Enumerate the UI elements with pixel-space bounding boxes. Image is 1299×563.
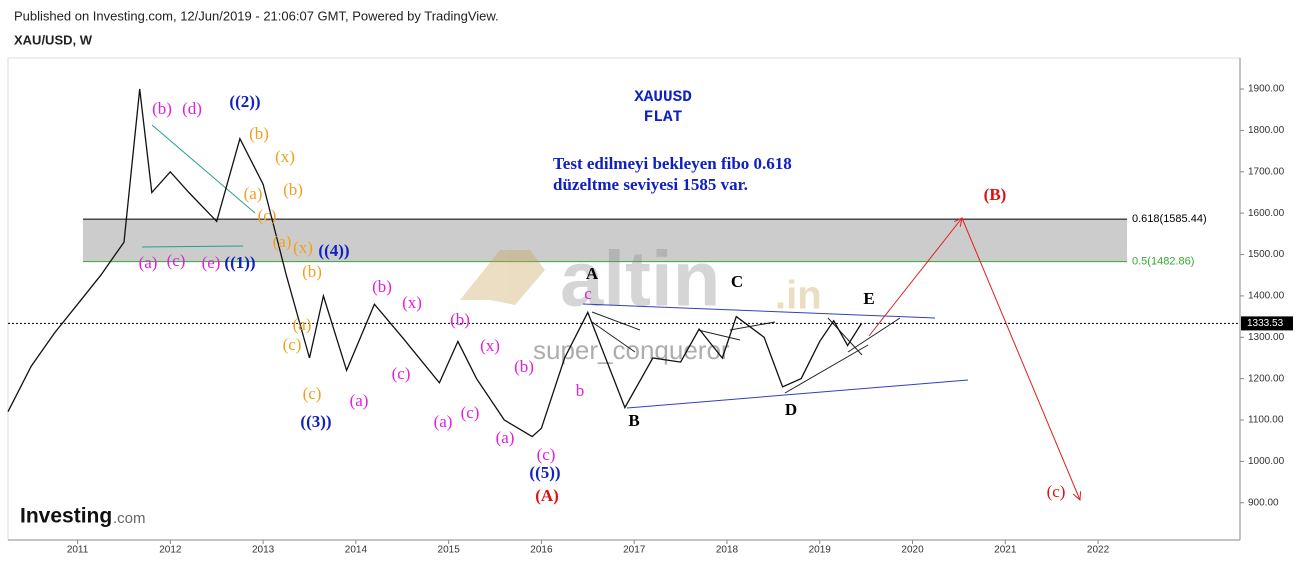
wave-label: ((5)) bbox=[529, 463, 560, 482]
trendline bbox=[697, 329, 741, 341]
wave-label: (a) bbox=[496, 428, 515, 447]
wave-label: (a) bbox=[434, 412, 453, 431]
wave-label: (c) bbox=[258, 206, 277, 225]
trendline bbox=[784, 344, 869, 394]
watermark-suffix: .in bbox=[775, 274, 822, 318]
price-line bbox=[7, 88, 863, 438]
x-tick-label: 2015 bbox=[438, 545, 461, 556]
wave-label: (c) bbox=[461, 403, 480, 422]
wave-label: (A) bbox=[535, 486, 559, 505]
trendline bbox=[626, 379, 969, 409]
wave-label: (b) bbox=[152, 99, 172, 118]
last-price-label: 1333.53 bbox=[1247, 318, 1284, 329]
y-tick-label: 1000.00 bbox=[1248, 456, 1285, 467]
logo-suffix: .com bbox=[113, 510, 146, 527]
x-tick-label: 2011 bbox=[67, 545, 89, 556]
y-tick-label: 1600.00 bbox=[1248, 208, 1285, 219]
x-tick-label: 2020 bbox=[901, 545, 924, 556]
trendlines bbox=[141, 124, 1080, 500]
wave-label: (c) bbox=[537, 445, 556, 464]
y-tick-label: 1300.00 bbox=[1248, 332, 1285, 343]
wave-label: (a) bbox=[273, 232, 292, 251]
y-tick-label: 1100.00 bbox=[1248, 415, 1284, 426]
x-tick-label: 2014 bbox=[345, 545, 368, 556]
wave-label: (b) bbox=[372, 277, 392, 296]
wave-label: (b) bbox=[514, 357, 534, 376]
x-tick-label: 2021 bbox=[994, 545, 1017, 556]
fib-label: 0.618(1585.44) bbox=[1132, 213, 1207, 225]
wave-label: (a) bbox=[244, 184, 263, 203]
wave-label: ((4)) bbox=[318, 241, 349, 260]
wave-label: (b) bbox=[249, 124, 269, 143]
y-tick-label: 1400.00 bbox=[1248, 291, 1285, 302]
wave-label: (a) bbox=[293, 315, 312, 334]
note-text: Test edilmeyi bekleyen fibo 0.618 bbox=[553, 154, 792, 173]
x-tick-label: 2018 bbox=[716, 545, 739, 556]
symbol-text: XAU/USD, W bbox=[14, 32, 93, 47]
last-price-box bbox=[1241, 316, 1293, 331]
note-text: XAUUSD bbox=[634, 88, 692, 106]
note-text: düzeltme seviyesi 1585 var. bbox=[553, 175, 748, 194]
trendline bbox=[591, 311, 641, 331]
trendline bbox=[151, 124, 256, 214]
wave-label: (e) bbox=[202, 253, 221, 272]
fib-label: 0.5(1482.86) bbox=[1132, 256, 1194, 268]
trendline bbox=[827, 317, 863, 356]
wave-label: E bbox=[863, 289, 874, 308]
trendline bbox=[591, 321, 636, 353]
wave-label: (b) bbox=[283, 180, 303, 199]
watermark-icon bbox=[460, 250, 545, 305]
wave-label: (c) bbox=[283, 335, 302, 354]
x-tick-label: 2016 bbox=[530, 545, 553, 556]
y-tick-label: 1200.00 bbox=[1248, 373, 1285, 384]
x-tick-label: 2019 bbox=[809, 545, 832, 556]
wave-label: (c) bbox=[392, 364, 411, 383]
wave-label: ((1)) bbox=[224, 253, 255, 272]
wave-label: (d) bbox=[182, 99, 202, 118]
wave-label: ((2)) bbox=[229, 92, 260, 111]
wave-label: (a) bbox=[139, 253, 158, 272]
published-text: Published on Investing.com, 12/Jun/2019 … bbox=[14, 8, 499, 23]
fib-zone bbox=[83, 219, 1127, 262]
x-tick-label: 2012 bbox=[159, 545, 182, 556]
projection-arrow bbox=[868, 218, 962, 337]
logo: Investing .com bbox=[20, 505, 146, 528]
wave-label: (c) bbox=[303, 384, 322, 403]
wave-label: C bbox=[731, 272, 743, 291]
y-tick-label: 900.00 bbox=[1248, 497, 1279, 508]
x-tick-label: 2013 bbox=[252, 545, 275, 556]
y-tick-label: 1900.00 bbox=[1248, 84, 1285, 95]
watermark-main: altin bbox=[560, 235, 720, 323]
wave-label: (x) bbox=[275, 147, 295, 166]
wave-label: (a) bbox=[350, 391, 369, 410]
trendline bbox=[582, 303, 936, 319]
wave-label: D bbox=[785, 400, 797, 419]
trendline bbox=[847, 317, 901, 353]
trendline bbox=[141, 245, 244, 248]
wave-label: b bbox=[576, 381, 585, 400]
wave-label: (x) bbox=[293, 238, 313, 257]
wave-label: (c) bbox=[1047, 482, 1066, 501]
wave-label: (x) bbox=[402, 293, 422, 312]
wave-label: c bbox=[584, 284, 592, 303]
wave-label: (x) bbox=[480, 336, 500, 355]
wave-label: (b) bbox=[450, 310, 470, 329]
wave-label: (c) bbox=[167, 251, 186, 270]
wave-label: B bbox=[628, 411, 639, 430]
wave-label: A bbox=[586, 264, 599, 283]
x-tick-label: 2022 bbox=[1087, 545, 1110, 556]
y-tick-label: 1800.00 bbox=[1248, 125, 1285, 136]
note-text: FLAT bbox=[644, 108, 683, 126]
wave-label: (B) bbox=[984, 185, 1007, 204]
logo-brand: Investing bbox=[20, 505, 112, 528]
y-tick-label: 1500.00 bbox=[1248, 249, 1285, 260]
wave-label: ((3)) bbox=[300, 412, 331, 431]
wave-label: (b) bbox=[302, 262, 322, 281]
y-tick-label: 1700.00 bbox=[1248, 166, 1285, 177]
x-tick-label: 2017 bbox=[623, 545, 646, 556]
trendline bbox=[729, 321, 776, 331]
projection-arrow bbox=[961, 217, 1080, 500]
